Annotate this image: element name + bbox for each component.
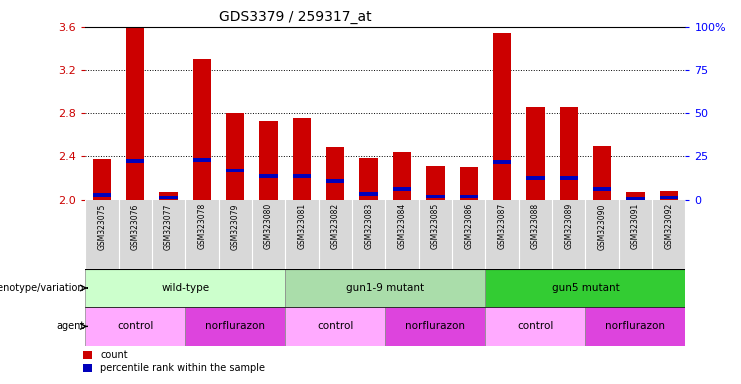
Bar [426,195,445,198]
Legend: count, percentile rank within the sample: count, percentile rank within the sample [83,351,265,373]
Bar [659,195,678,199]
Text: GSM323079: GSM323079 [230,203,240,250]
Text: GSM323089: GSM323089 [564,203,574,249]
Text: control: control [117,321,153,331]
Bar [185,307,285,346]
Bar [159,195,178,199]
Bar [559,107,578,200]
Bar [326,179,345,183]
Text: GSM323083: GSM323083 [364,203,373,249]
Bar [293,174,311,178]
Bar [526,176,545,180]
Bar [126,159,144,163]
Bar [259,121,278,200]
Bar [226,169,245,172]
Bar [393,187,411,191]
Bar [285,269,485,307]
Bar [93,159,111,200]
Text: wild-type: wild-type [162,283,209,293]
Bar [459,167,478,200]
Text: GSM323080: GSM323080 [264,203,273,249]
Bar [559,176,578,180]
Text: agent: agent [56,321,84,331]
Bar [659,191,678,200]
Text: GSM323076: GSM323076 [130,203,140,250]
Text: GSM323082: GSM323082 [330,203,340,249]
Bar [626,197,645,200]
Bar [526,107,545,200]
Text: control: control [517,321,554,331]
Bar [585,307,685,346]
Bar [493,160,511,164]
Text: control: control [317,321,353,331]
Bar [159,192,178,200]
Bar [493,33,511,200]
Bar [326,147,345,200]
Bar [593,146,611,200]
Text: norflurazon: norflurazon [605,321,665,331]
Text: GSM323075: GSM323075 [97,203,107,250]
Bar [285,307,385,346]
Text: GSM323087: GSM323087 [497,203,507,249]
Text: gun1-9 mutant: gun1-9 mutant [346,283,425,293]
Text: norflurazon: norflurazon [405,321,465,331]
Text: GSM323077: GSM323077 [164,203,173,250]
Text: GSM323081: GSM323081 [297,203,307,249]
Bar [459,195,478,198]
Bar [193,59,211,200]
Text: GSM323090: GSM323090 [597,203,607,250]
Bar [626,192,645,200]
Text: GSM323088: GSM323088 [531,203,540,249]
Bar [226,113,245,200]
Bar [385,307,485,346]
Text: GSM323086: GSM323086 [464,203,473,249]
Bar [85,269,285,307]
Bar [359,157,378,200]
Bar [93,194,111,197]
Bar [393,152,411,200]
Bar [485,307,585,346]
Text: GSM323084: GSM323084 [397,203,407,249]
Bar [359,192,378,196]
Bar [85,307,185,346]
Bar [485,269,685,307]
Bar [426,166,445,200]
Bar [593,187,611,191]
Text: norflurazon: norflurazon [205,321,265,331]
Bar [193,158,211,162]
Text: GSM323078: GSM323078 [197,203,207,249]
Bar [259,174,278,178]
Text: GSM323091: GSM323091 [631,203,640,249]
Text: genotype/variation: genotype/variation [0,283,84,293]
Bar [293,118,311,200]
Text: GSM323092: GSM323092 [664,203,674,249]
Text: GSM323085: GSM323085 [431,203,440,249]
Text: gun5 mutant: gun5 mutant [551,283,619,293]
Title: GDS3379 / 259317_at: GDS3379 / 259317_at [219,10,371,25]
Bar [126,27,144,200]
